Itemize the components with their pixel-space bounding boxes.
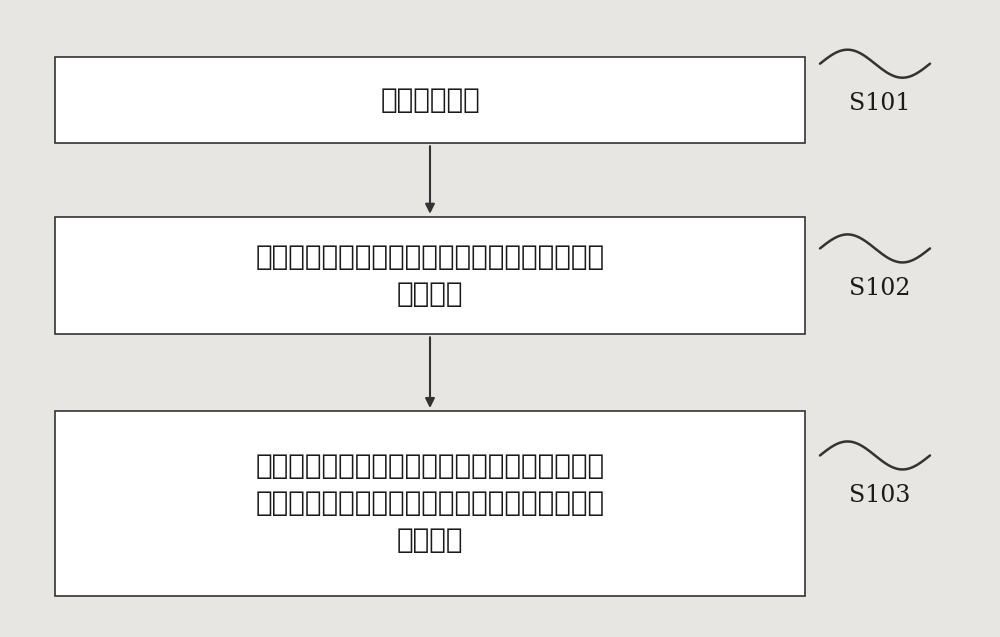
Text: 将计算得出的待检测位置处的强度准则值与预先
存储的分区基准值进行比较，确定待检测位置的
分区等级: 将计算得出的待检测位置处的强度准则值与预先 存储的分区基准值进行比较，确定待检测… [255,452,605,554]
FancyBboxPatch shape [55,217,805,334]
Text: 接收第一数据: 接收第一数据 [380,87,480,114]
Text: S102: S102 [849,277,911,300]
Text: 根据第一数据得出第一隧道上待检测位置处的强
度准则值: 根据第一数据得出第一隧道上待检测位置处的强 度准则值 [255,243,605,308]
FancyBboxPatch shape [55,411,805,596]
Text: S101: S101 [849,92,911,115]
FancyBboxPatch shape [55,57,805,143]
Text: S103: S103 [849,484,911,507]
